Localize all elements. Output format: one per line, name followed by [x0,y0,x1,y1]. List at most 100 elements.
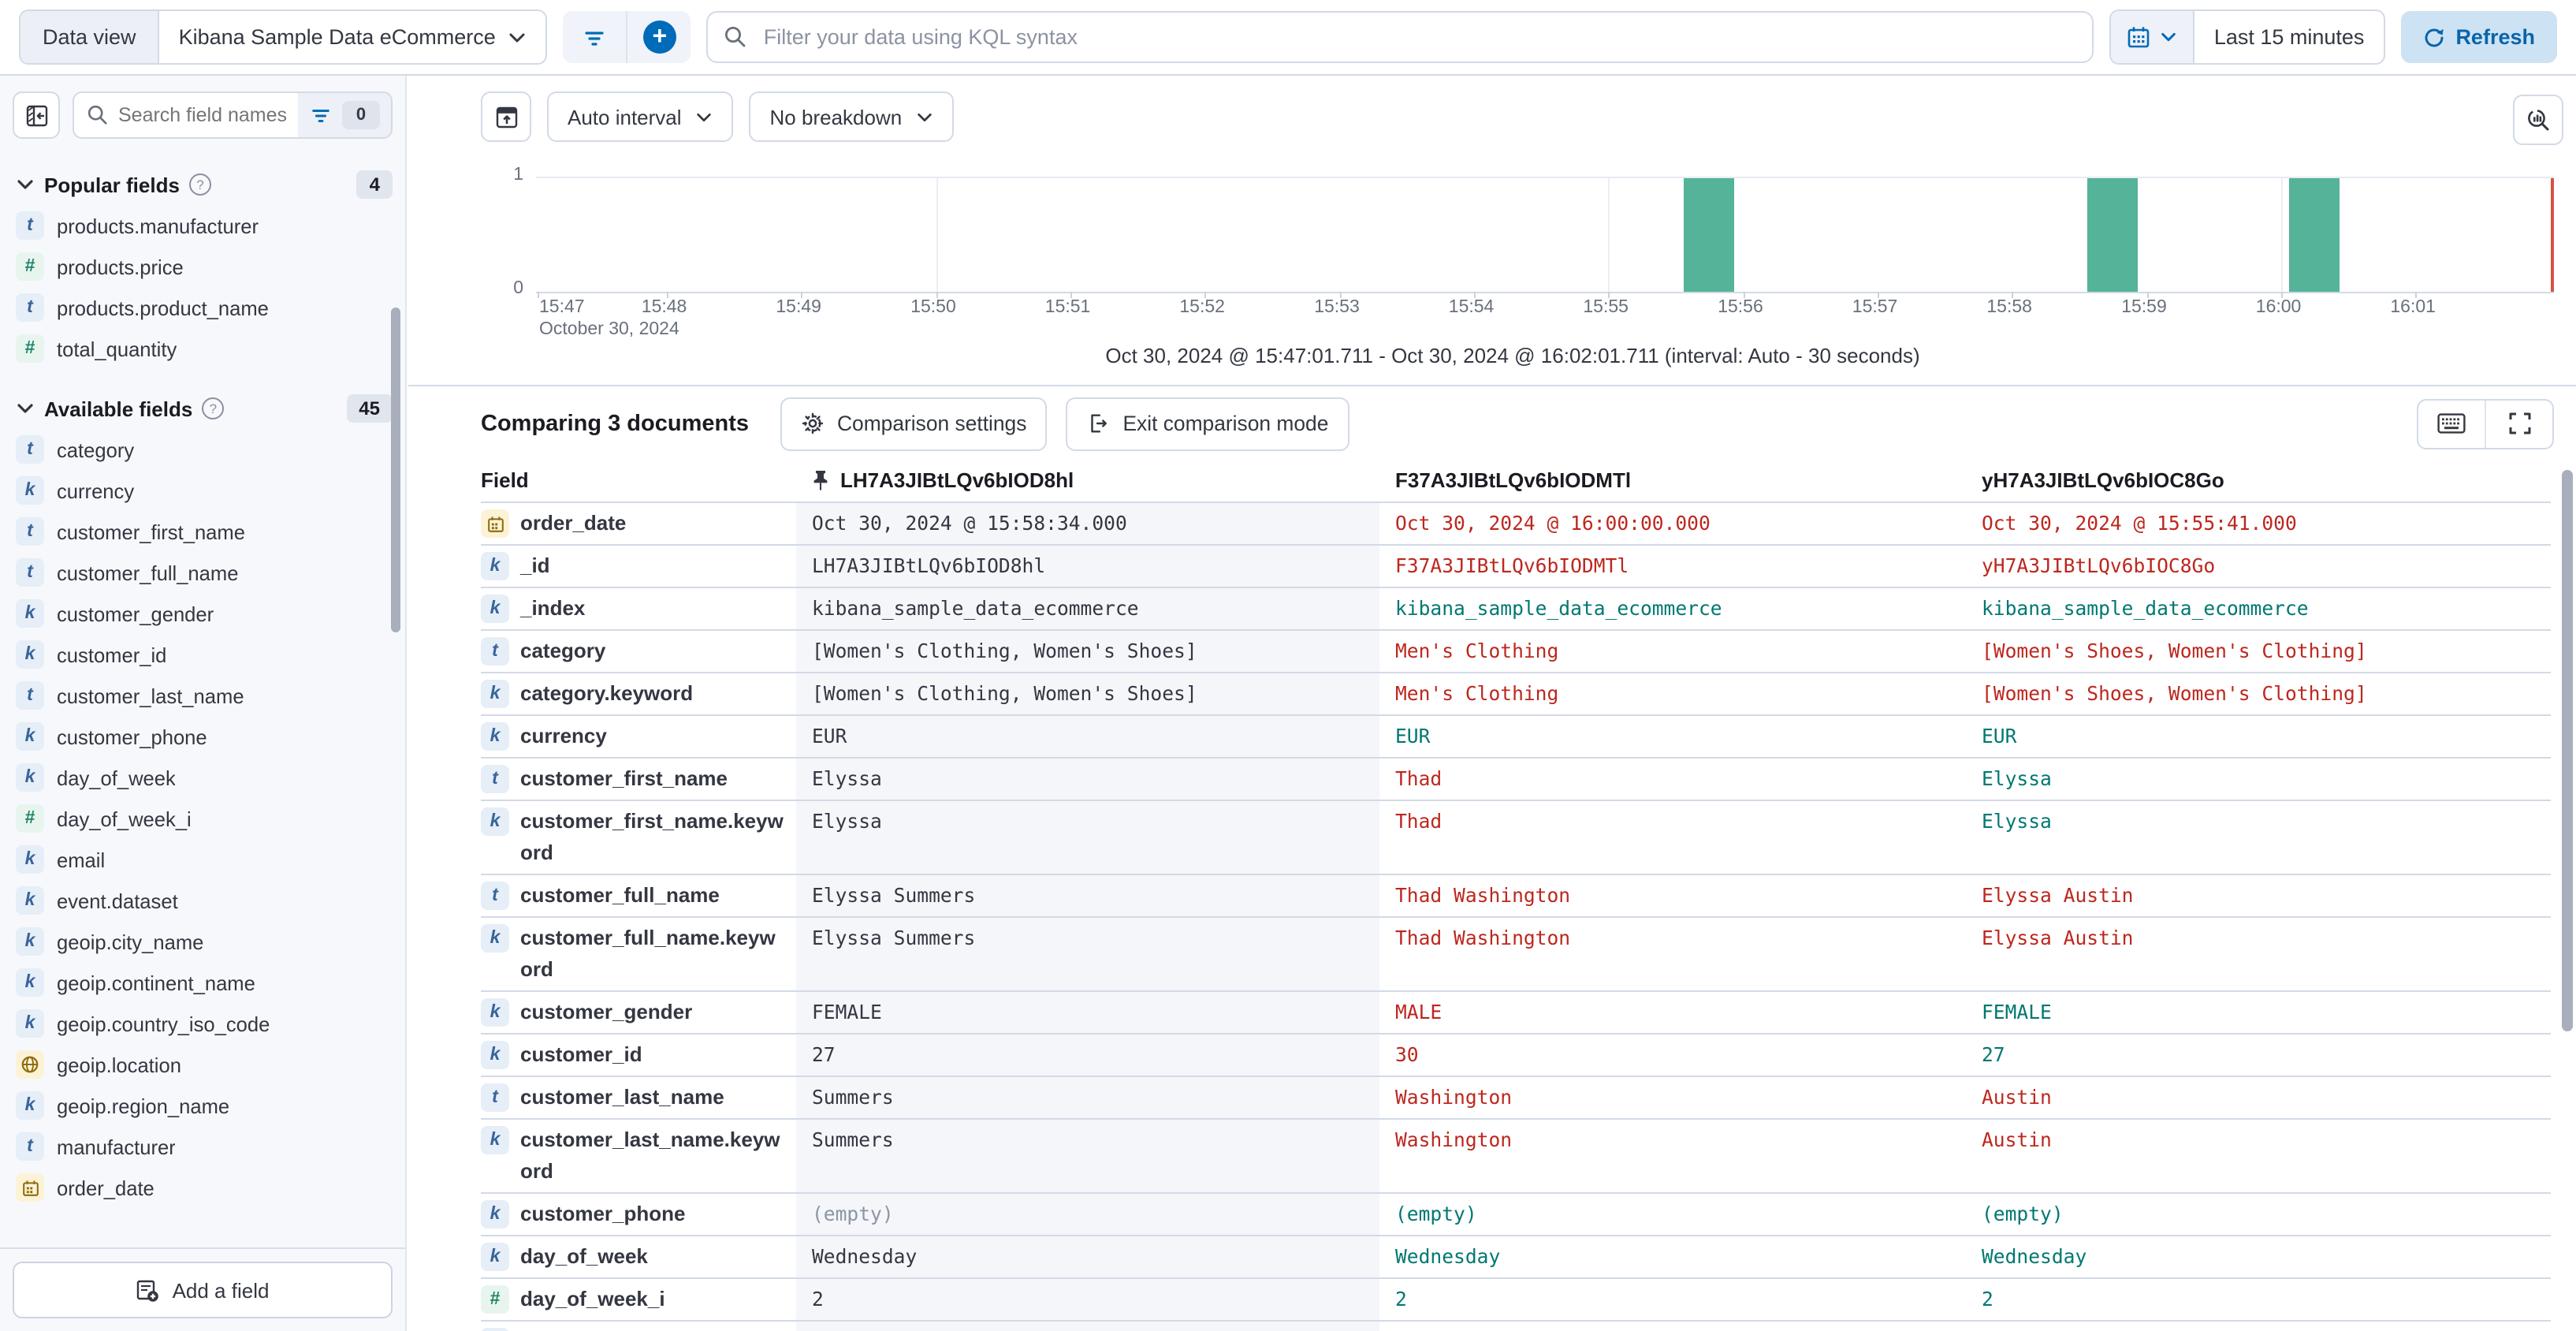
table-row-currency[interactable]: k currency EUR EUR EUR [481,716,2551,759]
field-list-item-geoip.city_name[interactable]: k geoip.city_name [0,921,405,962]
table-row-customer_full_name[interactable]: t customer_full_name Elyssa Summers Thad Wa… [481,875,2551,918]
field-search[interactable]: 0 [73,91,393,139]
cell-value: elyssa@austin-family.zzz [1966,1322,2551,1331]
keyword-token-icon: k [481,552,509,580]
x-axis-tick-label: 16:00 [2255,298,2302,317]
field-list-item-category[interactable]: t category [0,429,405,470]
histogram-bar[interactable] [2289,178,2340,292]
field-cell: t customer_last_name [481,1077,796,1118]
breakdown-select[interactable]: No breakdown [749,91,955,142]
field-list-item-customer_first_name[interactable]: t customer_first_name [0,511,405,552]
data-view-picker[interactable]: Data view Kibana Sample Data eCommerce [19,9,548,65]
add-field-button[interactable]: Add a field [13,1262,393,1318]
field-list-item-total_quantity[interactable]: # total_quantity [0,328,405,369]
histogram-plot[interactable] [536,177,2554,293]
field-name-label: category [520,639,606,662]
number-token-icon: # [16,334,44,363]
chevron-down-icon [17,180,33,189]
field-list-item-day_of_week[interactable]: k day_of_week [0,757,405,798]
calendar-button[interactable] [2111,11,2195,63]
interval-select[interactable]: Auto interval [547,91,734,142]
table-row-customer_first_name[interactable]: t customer_first_name Elyssa Thad Elyssa [481,759,2551,801]
top-bar: Data view Kibana Sample Data eCommerce + [0,0,2576,76]
x-axis-tickmark [1204,292,1207,298]
table-scrollbar[interactable] [2562,470,2573,1031]
field-list-item-geoip.location[interactable]: geoip.location [0,1044,405,1085]
refresh-button[interactable]: Refresh [2400,11,2557,63]
collapse-sidebar-button[interactable] [13,91,60,139]
doc-column-header[interactable]: yH7A3JIBtLQv6bIOC8Go [1966,460,2551,501]
add-filter-button[interactable]: + [628,11,691,63]
explore-in-lens-button[interactable] [2513,95,2563,145]
field-list-item-geoip.region_name[interactable]: k geoip.region_name [0,1085,405,1126]
field-list-item-day_of_week_i[interactable]: # day_of_week_i [0,798,405,839]
field-item-label: category [57,438,135,461]
cell-value: Wednesday [1395,1246,1501,1268]
table-row-day_of_week[interactable]: k day_of_week Wednesday Wednesday Wednesday [481,1236,2551,1279]
popular-fields-header[interactable]: Popular fields ? 4 [0,151,405,205]
field-list-item-customer_last_name[interactable]: t customer_last_name [0,675,405,716]
doc-column-header[interactable]: F37A3JIBtLQv6bIODMTl [1379,460,1966,501]
sidebar-scrollbar[interactable] [391,308,400,632]
field-list-item-email[interactable]: k email [0,839,405,880]
field-list-item-order_date[interactable]: order_date [0,1167,405,1208]
table-row-category[interactable]: t category [Women's Clothing, Women's Shoe… [481,631,2551,673]
field-list-item-geoip.country_iso_code[interactable]: k geoip.country_iso_code [0,1003,405,1044]
field-search-input[interactable] [118,104,298,126]
exit-comparison-button[interactable]: Exit comparison mode [1066,397,1349,450]
field-list-item-event.dataset[interactable]: k event.dataset [0,880,405,921]
table-row-_index[interactable]: k _index kibana_sample_data_ecommerce kiban… [481,588,2551,631]
field-filter-controls[interactable]: 0 [298,93,391,137]
x-axis-tick-label: 15:58 [1986,298,2032,317]
field-list-item-customer_full_name[interactable]: t customer_full_name [0,552,405,593]
keyword-token-icon: k [16,599,44,628]
data-view-value[interactable]: Kibana Sample Data eCommerce [160,11,546,63]
kql-input[interactable] [760,24,2077,50]
histogram-bar[interactable] [2087,178,2139,292]
hide-chart-button[interactable] [481,91,531,142]
time-range-value[interactable]: Last 15 minutes [2213,25,2365,49]
table-row-email[interactable]: k email elyssa@summers-family.zzzthad@wash… [481,1322,2551,1331]
table-row-customer_phone[interactable]: k customer_phone (empty) (empty) (empty) [481,1194,2551,1236]
table-row-customer_last_name.keyword[interactable]: k customer_last_name.keyword Summers Washin… [481,1120,2551,1194]
keyboard-shortcuts-button[interactable] [2418,400,2485,447]
field-list-item-geoip.continent_name[interactable]: k geoip.continent_name [0,962,405,1003]
field-cell: t category [481,631,796,672]
available-fields-title: Available fields [44,397,193,420]
cell-value: Elyssa [796,801,1379,874]
field-list-item-customer_gender[interactable]: k customer_gender [0,593,405,634]
kql-search-bar[interactable] [706,11,2094,63]
field-list-item-customer_id[interactable]: k customer_id [0,634,405,675]
table-row-category.keyword[interactable]: k category.keyword [Women's Clothing, Wome… [481,673,2551,716]
doc-column-header[interactable]: LH7A3JIBtLQv6bIOD8hl [796,460,1379,501]
filter-icon[interactable] [564,11,627,63]
field-list-item-products.manufacturer[interactable]: t products.manufacturer [0,205,405,246]
table-row-day_of_week_i[interactable]: # day_of_week_i 2 2 2 [481,1279,2551,1322]
field-list-item-manufacturer[interactable]: t manufacturer [0,1126,405,1167]
calendar-icon [2128,27,2150,48]
x-axis-tick-label: 15:59 [2121,298,2167,317]
field-list-item-customer_phone[interactable]: k customer_phone [0,716,405,757]
histogram-bar[interactable] [1684,178,1735,292]
text-token-icon: t [16,211,44,240]
table-row-customer_last_name[interactable]: t customer_last_name Summers Washington Aust… [481,1077,2551,1120]
comparison-settings-button[interactable]: Comparison settings [780,397,1048,450]
table-row-customer_id[interactable]: k customer_id 27 30 27 [481,1035,2551,1077]
field-list-item-products.price[interactable]: # products.price [0,246,405,287]
cell-value: 27 [796,1035,1379,1076]
fullscreen-button[interactable] [2485,400,2552,447]
keyword-token-icon: k [481,1041,509,1069]
lens-explore-icon [2528,110,2549,131]
table-row-customer_gender[interactable]: k customer_gender FEMALE MALE FEMALE [481,992,2551,1035]
table-row-order_date[interactable]: order_date Oct 30, 2024 @ 15:58:34.000 Oct… [481,503,2551,546]
field-list-item-products.product_name[interactable]: t products.product_name [0,287,405,328]
field-list-item-currency[interactable]: k currency [0,470,405,511]
cell-value: Elyssa [1982,811,2052,833]
table-row-customer_full_name.keyword[interactable]: k customer_full_name.keyword Elyssa Summer… [481,918,2551,992]
table-row-customer_first_name.keyword[interactable]: k customer_first_name.keyword Elyssa Thad El… [481,801,2551,875]
x-axis-tick-label: 15:48 [641,298,687,317]
cell-value: 2 [796,1279,1379,1320]
available-fields-header[interactable]: Available fields ? 45 [0,369,405,429]
table-row-_id[interactable]: k _id LH7A3JIBtLQv6bIOD8hl F37A3JIBtLQv6bIO… [481,546,2551,588]
x-axis-tick-label: 15:53 [1314,298,1360,317]
